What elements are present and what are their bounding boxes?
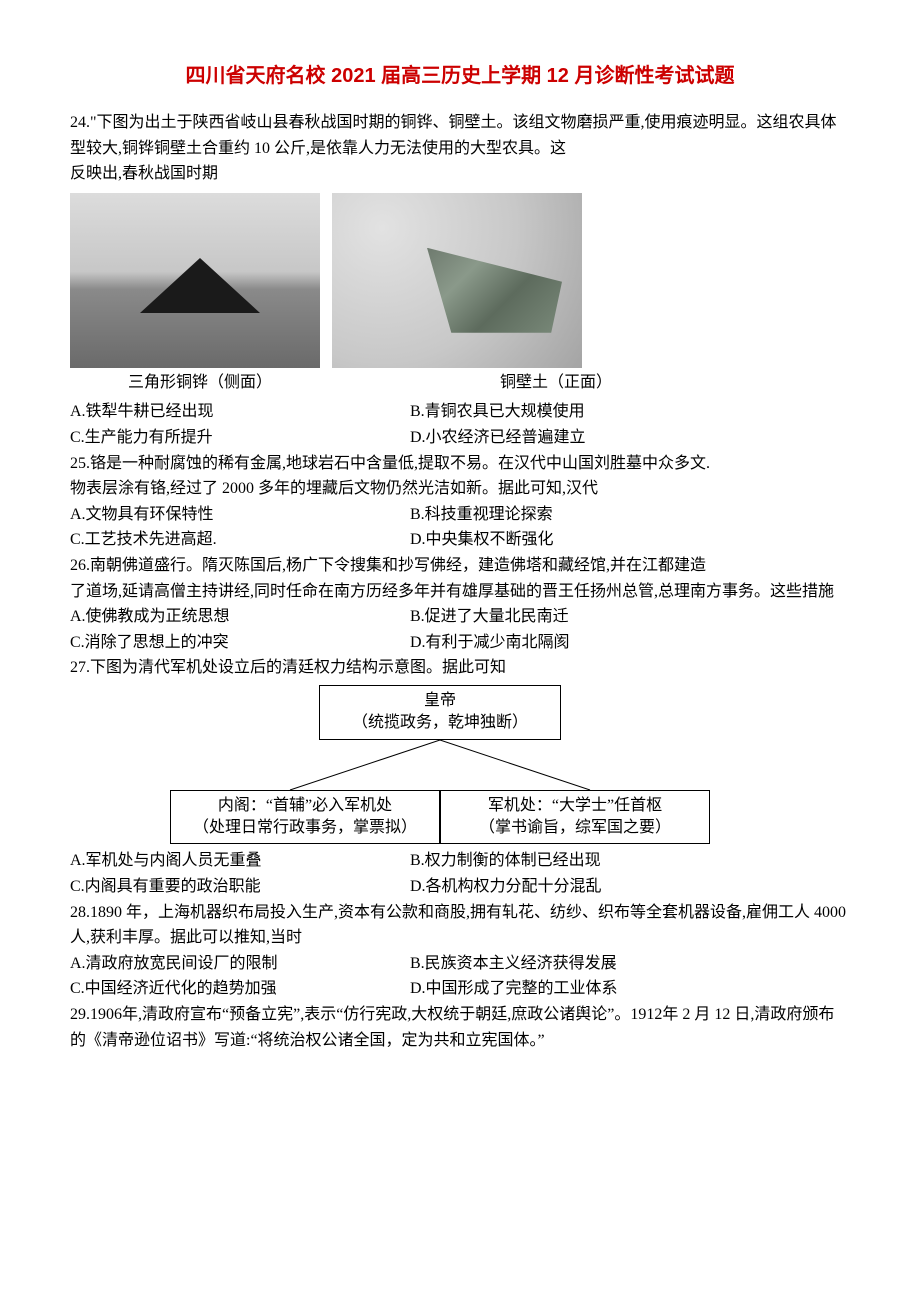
q24-caption-left: 三角形铜铧（侧面） <box>70 370 330 396</box>
diagram-bottom-right-box: 军机处：“大学士”任首枢 （掌书谕旨，综军国之要） <box>440 790 710 845</box>
q26-option-c: C.消除了思想上的冲突 <box>70 630 410 656</box>
q26-option-d: D.有利于减少南北隔阂 <box>410 630 850 656</box>
q28-options-row1: A.清政府放宽民间设厂的限制 B.民族资本主义经济获得发展 <box>70 951 850 977</box>
diagram-br-line2: （掌书谕旨，综军国之要） <box>451 817 699 839</box>
q24-photo-row <box>70 193 850 368</box>
q27-diagram: 皇帝 （统揽政务，乾坤独断） 内阁：“首辅”必入军机处 （处理日常行政事务，掌票… <box>170 685 710 845</box>
diagram-top-box: 皇帝 （统揽政务，乾坤独断） <box>319 685 561 740</box>
q25-option-b: B.科技重视理论探索 <box>410 502 850 528</box>
q24-option-c: C.生产能力有所提升 <box>70 425 410 451</box>
q24-photo-left <box>70 193 320 368</box>
q24-caption-right: 铜壁土（正面） <box>500 370 612 396</box>
q27-option-b: B.权力制衡的体制已经出现 <box>410 848 850 874</box>
q26-options-row1: A.使佛教成为正统思想 B.促进了大量北民南迁 <box>70 604 850 630</box>
diagram-br-line1: 军机处：“大学士”任首枢 <box>451 795 699 817</box>
q27-option-d: D.各机构权力分配十分混乱 <box>410 874 850 900</box>
q24-option-d: D.小农经济已经普遍建立 <box>410 425 850 451</box>
diagram-connectors <box>170 740 710 790</box>
diagram-top-line2: （统揽政务，乾坤独断） <box>330 712 550 734</box>
q29-stem: 29.1906年,清政府宣布“预备立宪”,表示“仿行宪政,大权统于朝廷,庶政公诸… <box>70 1002 850 1053</box>
diagram-bottom-row: 内阁：“首辅”必入军机处 （处理日常行政事务，掌票拟） 军机处：“大学士”任首枢… <box>170 790 710 845</box>
q27-option-a: A.军机处与内阁人员无重叠 <box>70 848 410 874</box>
triangle-artifact-icon <box>140 258 260 313</box>
q26-options-row2: C.消除了思想上的冲突 D.有利于减少南北隔阂 <box>70 630 850 656</box>
connector-lines-icon <box>170 740 710 790</box>
q28-option-c: C.中国经济近代化的趋势加强 <box>70 976 410 1002</box>
q27-options-row2: C.内阁具有重要的政治职能 D.各机构权力分配十分混乱 <box>70 874 850 900</box>
q26-stem-2: 了道场,延请高僧主持讲经,同时任命在南方历经多年并有雄厚基础的晋王任扬州总管,总… <box>70 579 850 605</box>
q28-option-b: B.民族资本主义经济获得发展 <box>410 951 850 977</box>
q24-photo-right <box>332 193 582 368</box>
q27-options-row1: A.军机处与内阁人员无重叠 B.权力制衡的体制已经出现 <box>70 848 850 874</box>
q28-option-a: A.清政府放宽民间设厂的限制 <box>70 951 410 977</box>
diagram-bl-line1: 内阁：“首辅”必入军机处 <box>181 795 429 817</box>
q26-option-b: B.促进了大量北民南迁 <box>410 604 850 630</box>
q26-stem-1: 26.南朝佛道盛行。隋灭陈国后,杨广下令搜集和抄写佛经，建造佛塔和藏经馆,并在江… <box>70 553 850 579</box>
q25-options-row2: C.工艺技术先进高超. D.中央集权不断强化 <box>70 527 850 553</box>
q25-option-c: C.工艺技术先进高超. <box>70 527 410 553</box>
exam-page: 四川省天府名校 2021 届高三历史上学期 12 月诊断性考试试题 24."下图… <box>0 0 920 1113</box>
q28-stem: 28.1890 年，上海机器织布局投入生产,资本有公款和商股,拥有轧花、纺纱、织… <box>70 900 850 951</box>
shard-artifact-icon <box>427 248 562 333</box>
q24-option-a: A.铁犁牛耕已经出现 <box>70 399 410 425</box>
q24-stem-1: 24."下图为出土于陕西省岐山县春秋战国时期的铜铧、铜壁土。该组文物磨损严重,使… <box>70 110 850 161</box>
q25-stem-1: 25.铬是一种耐腐蚀的稀有金属,地球岩石中含量低,提取不易。在汉代中山国刘胜墓中… <box>70 451 850 477</box>
q25-option-d: D.中央集权不断强化 <box>410 527 850 553</box>
q28-options-row2: C.中国经济近代化的趋势加强 D.中国形成了完整的工业体系 <box>70 976 850 1002</box>
q28-option-d: D.中国形成了完整的工业体系 <box>410 976 850 1002</box>
diagram-top-line1: 皇帝 <box>330 690 550 712</box>
q25-stem-2: 物表层涂有铬,经过了 2000 多年的埋藏后文物仍然光洁如新。据此可知,汉代 <box>70 476 850 502</box>
q24-caption-row: 三角形铜铧（侧面） 铜壁土（正面） <box>70 370 850 396</box>
page-title: 四川省天府名校 2021 届高三历史上学期 12 月诊断性考试试题 <box>70 60 850 92</box>
diagram-bl-line2: （处理日常行政事务，掌票拟） <box>181 817 429 839</box>
q24-options-row2: C.生产能力有所提升 D.小农经济已经普遍建立 <box>70 425 850 451</box>
q25-option-a: A.文物具有环保特性 <box>70 502 410 528</box>
q24-stem-2: 反映出,春秋战国时期 <box>70 161 850 187</box>
q24-options-row1: A.铁犁牛耕已经出现 B.青铜农具已大规模使用 <box>70 399 850 425</box>
q27-stem: 27.下图为清代军机处设立后的清廷权力结构示意图。据此可知 <box>70 655 850 681</box>
q24-option-b: B.青铜农具已大规模使用 <box>410 399 850 425</box>
q27-option-c: C.内阁具有重要的政治职能 <box>70 874 410 900</box>
q25-options-row1: A.文物具有环保特性 B.科技重视理论探索 <box>70 502 850 528</box>
diagram-bottom-left-box: 内阁：“首辅”必入军机处 （处理日常行政事务，掌票拟） <box>170 790 440 845</box>
q26-option-a: A.使佛教成为正统思想 <box>70 604 410 630</box>
